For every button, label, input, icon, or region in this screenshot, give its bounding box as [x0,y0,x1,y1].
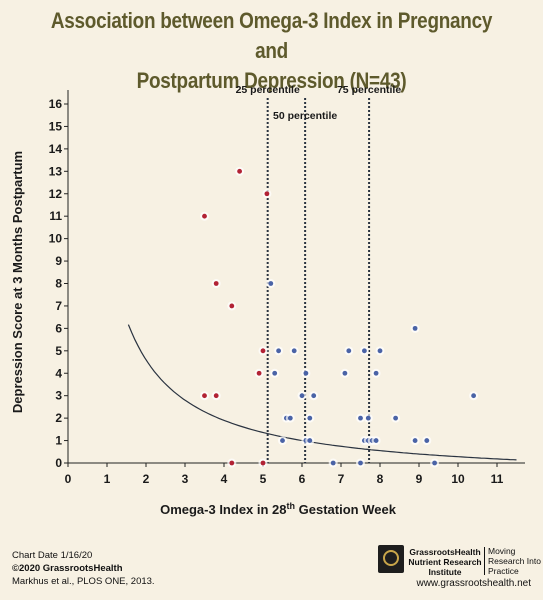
data-point-high [373,438,379,443]
y-tick-label: 1 [55,434,62,448]
data-point-high [412,325,418,331]
data-point-low [213,281,219,286]
website-link[interactable]: www.grassrootshealth.net [416,578,531,589]
y-tick-label: 7 [55,299,62,313]
x-axis-label-main: Omega-3 Index in 28 [160,502,286,517]
data-point-high [280,438,285,443]
data-point-high [276,348,281,354]
y-tick-label: 0 [55,456,62,470]
data-point-high [365,415,371,421]
data-point-high [412,438,418,443]
x-tick-label: 9 [416,472,423,486]
y-axis-label: Depression Score at 3 Months Postpartum [10,151,25,413]
x-tick-label: 11 [491,472,504,486]
x-tick-label: 5 [260,472,267,486]
data-point-high [272,370,278,376]
data-point-high [373,370,379,376]
data-point-low [264,191,270,197]
percentile-label: 25 percentile [236,84,300,96]
vitruvian-logo-icon [378,545,404,573]
x-axis-label: Omega-3 Index in 28th Gestation Week [160,501,397,517]
x-tick-label: 2 [143,472,150,486]
y-tick-label: 16 [49,97,63,111]
grassrootshealth-logo: GrassrootsHealth Nutrient Research Insti… [378,545,541,577]
trend-curve [127,324,517,461]
data-point-high [303,370,309,376]
y-tick-label: 3 [55,389,62,403]
percentile-label: 50 percentile [273,110,337,122]
y-tick-label: 13 [49,164,63,178]
data-point-high [358,415,363,421]
x-tick-label: 0 [65,472,72,486]
data-point-high [432,460,437,466]
chart-title-line-1: Association between Omega-3 Index in Pre… [50,8,493,63]
data-point-high [287,415,293,421]
data-point-high [311,393,317,399]
data-point-high [362,348,367,354]
y-tick-label: 8 [55,277,62,291]
data-point-low [260,460,266,466]
citation: Markhus et al., PLOS ONE, 2013. [12,576,155,587]
data-point-high [358,460,363,466]
footer-credits: Chart Date 1/16/20 ©2020 GrassrootsHealt… [12,549,155,588]
data-point-low [229,303,235,309]
data-point-high [346,348,352,354]
y-tick-label: 10 [49,232,63,246]
x-tick-label: 6 [299,472,306,486]
data-point-low [229,460,235,466]
data-point-high [424,438,430,443]
logo-tagline: Moving Research Into Practice [488,546,541,576]
y-tick-label: 12 [49,187,63,201]
data-point-high [393,415,398,421]
y-tick-label: 9 [55,254,62,268]
x-axis-label-superscript: th [287,501,296,511]
y-tick-label: 5 [55,344,62,358]
copyright: ©2020 GrassrootsHealth [12,563,123,574]
data-point-high [342,370,348,376]
chart-title: Association between Omega-3 Index in Pre… [38,6,505,96]
y-tick-label: 15 [49,119,63,133]
y-tick-label: 2 [55,411,62,425]
y-tick-label: 11 [49,209,62,223]
x-axis-label-tail: Gestation Week [295,502,397,517]
logo-name: GrassrootsHealth Nutrient Research Insti… [408,547,482,577]
percentile-label: 75 percentile [337,84,401,96]
data-point-high [307,415,313,421]
data-point-high [268,281,274,286]
data-point-low [237,168,243,174]
chart-title-line-2: Postpartum Depression (N=43) [136,68,407,93]
data-point-low [202,393,207,399]
x-tick-label: 7 [338,472,345,486]
x-tick-label: 10 [451,472,465,486]
x-tick-label: 8 [377,472,384,486]
chart-date: Chart Date 1/16/20 [12,550,93,561]
y-tick-label: 6 [55,321,62,335]
data-point-high [291,348,297,354]
x-tick-label: 4 [221,472,228,486]
data-point-high [307,438,313,443]
logo-divider [484,547,485,575]
data-point-high [377,348,383,354]
data-point-high [330,460,336,466]
x-tick-label: 3 [182,472,189,486]
data-point-low [213,393,219,399]
data-point-low [260,348,266,354]
data-point-low [256,370,262,376]
data-point-high [471,393,476,399]
y-tick-label: 14 [49,142,63,156]
y-tick-label: 4 [55,366,62,380]
x-tick-label: 1 [104,472,111,486]
data-point-low [202,213,207,219]
data-point-high [299,393,305,399]
